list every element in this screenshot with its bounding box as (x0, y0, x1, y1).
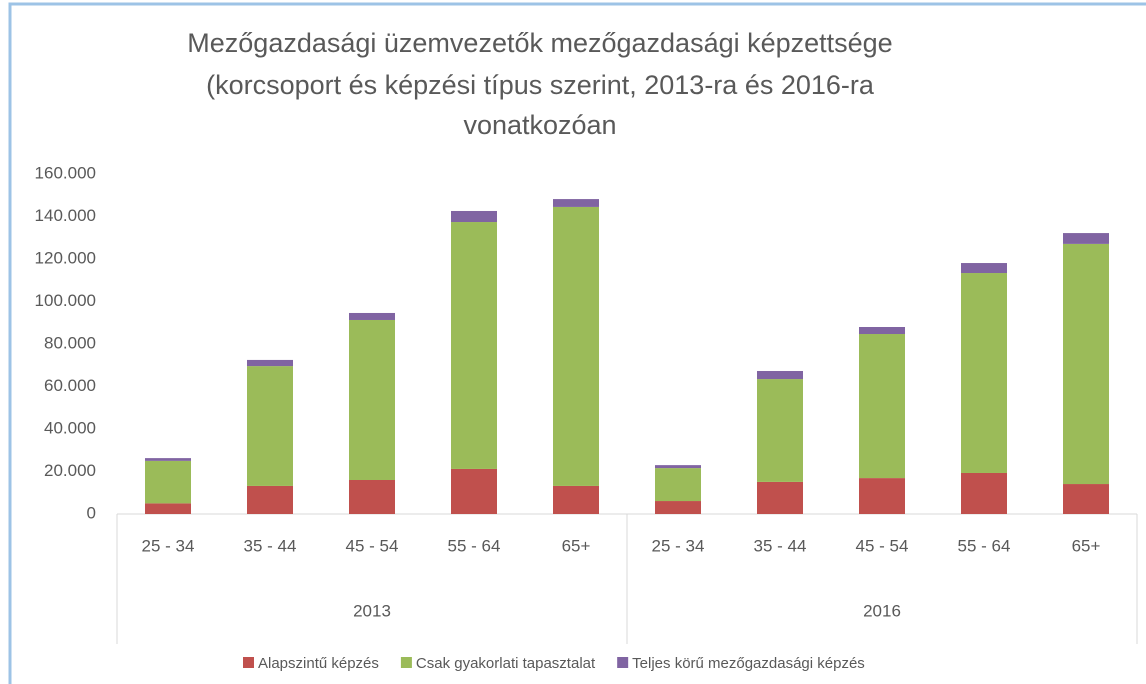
y-tick-label: 0 (87, 503, 96, 522)
x-tick-label: 55 - 64 (448, 536, 501, 555)
bar-segment (655, 465, 701, 469)
chart-title: Mezőgazdasági üzemvezetők mezőgazdasági … (187, 28, 892, 58)
bar-segment (961, 263, 1007, 274)
bar-segment (145, 458, 191, 461)
bar-segment (553, 206, 599, 486)
bar-segment (553, 199, 599, 207)
x-tick-label: 25 - 34 (142, 536, 195, 555)
legend-label: Alapszintű képzés (258, 655, 379, 672)
y-tick-label: 160.000 (35, 163, 96, 182)
legend-label: Teljes körű mezőgazdasági képzés (632, 655, 865, 672)
bar-segment (757, 379, 803, 482)
bar-segment (247, 366, 293, 486)
bar-segment (451, 222, 497, 469)
y-tick-label: 40.000 (44, 418, 96, 437)
bar-segment (349, 480, 395, 514)
bar-segment (553, 485, 599, 514)
bar-segment (757, 370, 803, 380)
legend-swatch (400, 657, 412, 668)
legend-label: Csak gyakorlati tapasztalat (416, 655, 596, 672)
bar-segment (145, 503, 191, 514)
bar-segment (1063, 484, 1109, 514)
bar-segment (961, 273, 1007, 473)
legend-swatch (617, 657, 629, 668)
group-label: 2013 (353, 601, 391, 620)
bar-segment (1063, 233, 1109, 244)
bar-segment (961, 472, 1007, 514)
y-tick-label: 120.000 (35, 248, 96, 267)
bar-segment (859, 327, 905, 335)
bar-segment (1063, 243, 1109, 485)
bar-segment (859, 478, 905, 514)
bar-segment (247, 485, 293, 514)
chart-title: (korcsoport és képzési típus szerint, 20… (206, 70, 875, 100)
y-tick-label: 60.000 (44, 376, 96, 395)
bar-segment (247, 359, 293, 367)
y-tick-label: 80.000 (44, 333, 96, 352)
bar-segment (145, 460, 191, 504)
legend-swatch (243, 657, 254, 668)
group-label: 2016 (863, 601, 901, 620)
x-tick-label: 25 - 34 (652, 536, 705, 555)
x-tick-label: 55 - 64 (958, 536, 1011, 555)
frame (8, 2, 1146, 684)
y-tick-label: 140.000 (35, 206, 96, 225)
x-tick-label: 45 - 54 (346, 536, 399, 555)
bar-segment (859, 334, 905, 479)
bar-segment (655, 468, 701, 502)
y-tick-label: 100.000 (35, 291, 96, 310)
bar-segment (451, 468, 497, 514)
x-tick-label: 65+ (1072, 536, 1101, 555)
x-tick-label: 35 - 44 (754, 536, 807, 555)
bar-segment (451, 210, 497, 223)
bar-segment (757, 481, 803, 514)
bar-segment (349, 312, 395, 320)
x-tick-label: 45 - 54 (856, 536, 909, 555)
bar-segment (655, 501, 701, 514)
chart-title: vonatkozóan (463, 110, 616, 140)
bar-segment (349, 319, 395, 480)
x-tick-label: 35 - 44 (244, 536, 297, 555)
y-tick-label: 20.000 (44, 461, 96, 480)
x-tick-label: 65+ (562, 536, 591, 555)
